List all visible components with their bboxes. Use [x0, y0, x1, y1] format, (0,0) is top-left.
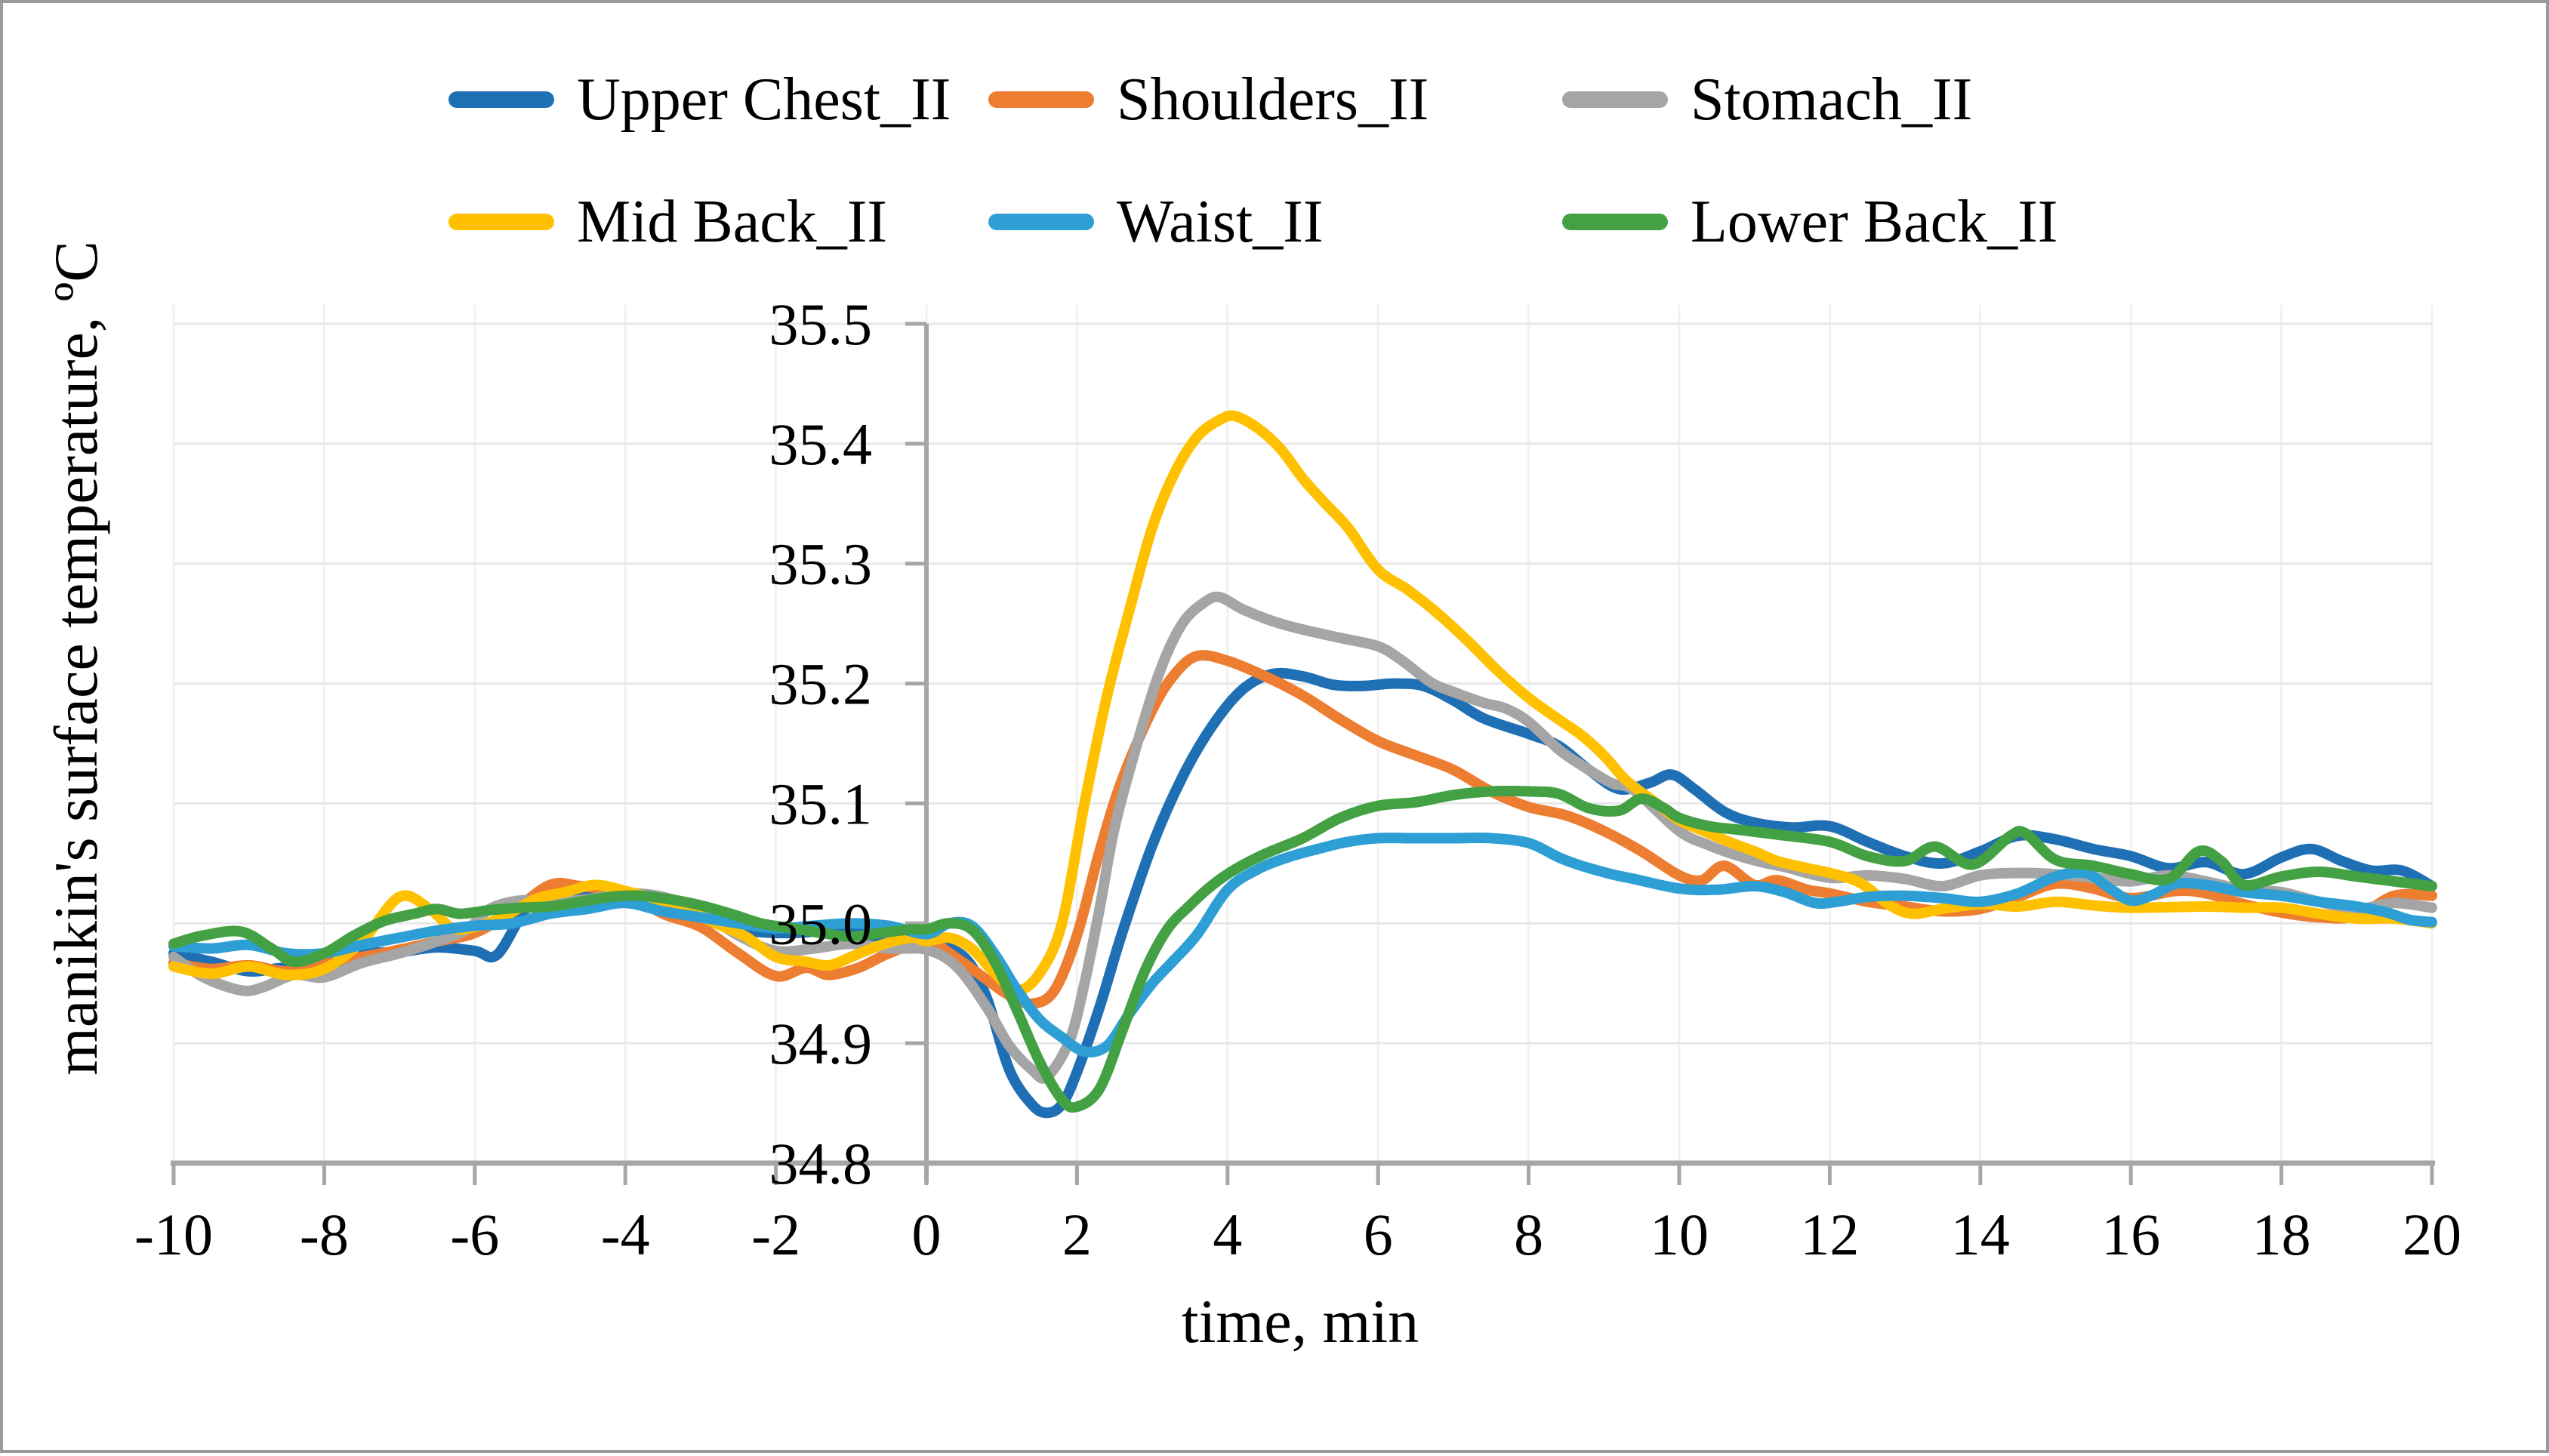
x-tick-label: 14 — [1951, 1202, 2010, 1267]
legend-label-shoulders: Shoulders_II — [1117, 66, 1429, 133]
x-tick-label: -8 — [300, 1202, 349, 1267]
series-line-lower-back-ii — [168, 786, 2437, 1113]
series-line-shoulders-ii — [168, 650, 2437, 1009]
legend-item-lower-back: Lower Back_II — [1562, 184, 2057, 260]
x-tick-label: 18 — [2252, 1202, 2311, 1267]
x-tick-label: 8 — [1514, 1202, 1543, 1267]
y-tick-label: 35.5 — [769, 291, 873, 357]
y-tick-label: 35.4 — [769, 411, 873, 477]
legend-swatch-stomach — [1562, 91, 1668, 108]
x-tick-label: -6 — [450, 1202, 499, 1267]
legend-item-mid-back: Mid Back_II — [448, 184, 887, 260]
legend-swatch-lower-back — [1562, 214, 1668, 230]
legend-swatch-shoulders — [988, 91, 1094, 108]
x-tick-label: 0 — [912, 1202, 942, 1267]
legend-label-lower-back: Lower Back_II — [1691, 189, 2058, 255]
legend-item-shoulders: Shoulders_II — [988, 62, 1429, 137]
legend-label-mid-back: Mid Back_II — [577, 189, 888, 255]
y-tick-label: 35.0 — [769, 891, 873, 956]
y-tick-label: 35.3 — [769, 531, 873, 597]
legend-label-stomach: Stomach_II — [1691, 66, 1973, 133]
x-tick-label: -10 — [134, 1202, 213, 1267]
x-tick-label: -4 — [601, 1202, 650, 1267]
x-tick-label: 2 — [1062, 1202, 1092, 1267]
x-tick-label: 16 — [2101, 1202, 2160, 1267]
x-tick-label: 10 — [1650, 1202, 1709, 1267]
legend-label-waist: Waist_II — [1117, 189, 1324, 255]
series-line-waist-ii — [168, 833, 2437, 1057]
x-tick-label: 12 — [1800, 1202, 1859, 1267]
x-tick-label: 4 — [1213, 1202, 1242, 1267]
legend-item-stomach: Stomach_II — [1562, 62, 1972, 137]
x-axis-title: time, min — [1181, 1287, 1419, 1356]
legend-swatch-waist — [988, 214, 1094, 230]
legend-item-upper-chest: Upper Chest_II — [448, 62, 951, 137]
legend-label-upper-chest: Upper Chest_II — [577, 66, 951, 133]
x-tick-label: -2 — [751, 1202, 800, 1267]
legend-swatch-upper-chest — [448, 91, 554, 108]
line-chart-canvas: -10 -8 -6 -4 -2 0 2 4 6 8 10 12 14 16 18 20 34.8 34.9 35.0… — [134, 291, 2461, 1267]
y-tick-label: 35.2 — [769, 651, 873, 717]
y-tick-label: 34.9 — [769, 1011, 873, 1076]
x-tick-label: 20 — [2403, 1202, 2461, 1267]
legend-swatch-mid-back — [448, 214, 554, 230]
legend-item-waist: Waist_II — [988, 184, 1323, 260]
y-tick-label: 34.8 — [769, 1131, 873, 1196]
series-line-mid-back-ii — [168, 410, 2437, 996]
y-tick-label: 35.1 — [769, 771, 873, 836]
y-axis-title: manikin's surface temperature, ºC — [42, 241, 110, 1076]
x-tick-label: 6 — [1364, 1202, 1393, 1267]
